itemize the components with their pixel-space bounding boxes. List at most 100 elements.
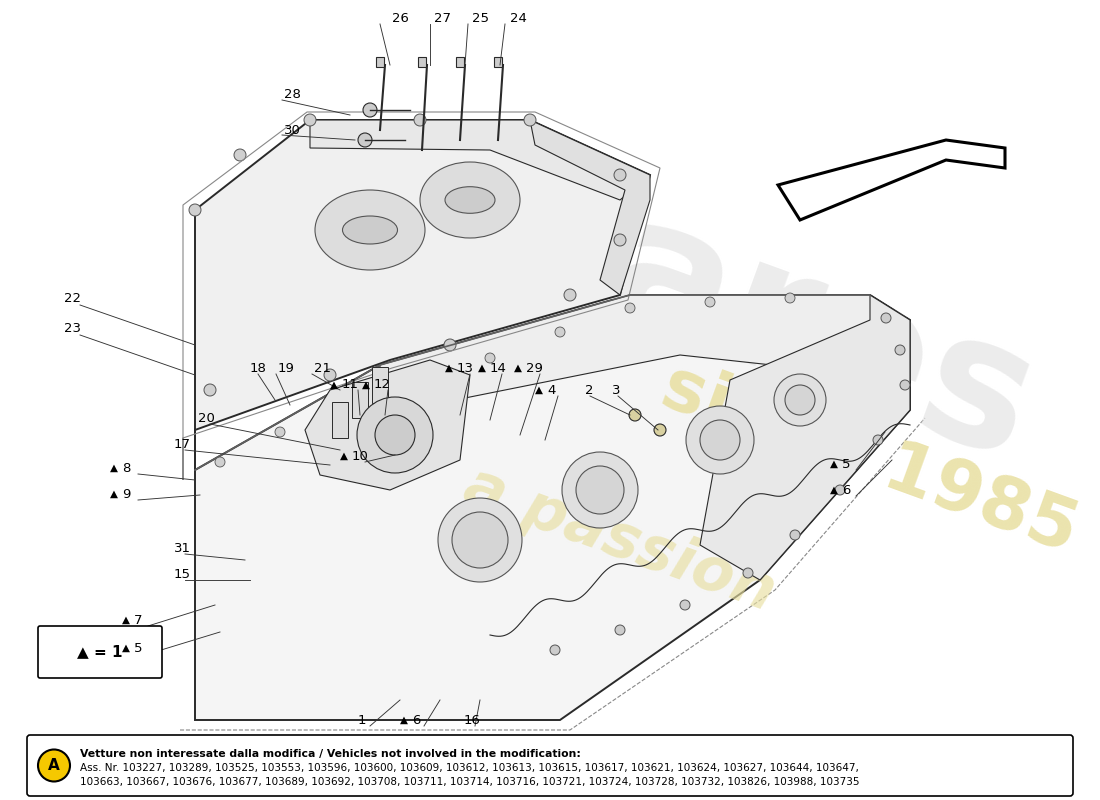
Text: ▲: ▲ bbox=[535, 385, 543, 395]
Bar bbox=[352, 382, 368, 418]
Bar bbox=[418, 57, 426, 67]
Ellipse shape bbox=[446, 186, 495, 214]
Text: ▲: ▲ bbox=[830, 485, 838, 495]
Circle shape bbox=[485, 353, 495, 363]
Text: 5: 5 bbox=[134, 642, 143, 654]
Circle shape bbox=[375, 415, 415, 455]
Circle shape bbox=[304, 114, 316, 126]
Bar bbox=[332, 402, 348, 438]
Text: a passion: a passion bbox=[456, 457, 783, 623]
Circle shape bbox=[189, 204, 201, 216]
Circle shape bbox=[576, 466, 624, 514]
Text: ▲: ▲ bbox=[400, 715, 408, 725]
Circle shape bbox=[358, 397, 433, 473]
Circle shape bbox=[742, 568, 754, 578]
Text: ▲: ▲ bbox=[340, 451, 348, 461]
Polygon shape bbox=[195, 295, 910, 720]
Text: 9: 9 bbox=[122, 487, 131, 501]
Circle shape bbox=[900, 380, 910, 390]
Text: ▲: ▲ bbox=[330, 380, 338, 390]
Text: 23: 23 bbox=[64, 322, 81, 334]
Text: 10: 10 bbox=[352, 450, 368, 462]
Text: 11: 11 bbox=[342, 378, 359, 391]
Circle shape bbox=[550, 645, 560, 655]
Text: 3: 3 bbox=[612, 383, 620, 397]
Bar bbox=[376, 57, 384, 67]
Text: 19: 19 bbox=[278, 362, 295, 374]
Polygon shape bbox=[310, 120, 650, 200]
Circle shape bbox=[705, 297, 715, 307]
FancyBboxPatch shape bbox=[39, 626, 162, 678]
Circle shape bbox=[790, 530, 800, 540]
Circle shape bbox=[873, 435, 883, 445]
Circle shape bbox=[234, 149, 246, 161]
Text: 27: 27 bbox=[434, 11, 451, 25]
Text: 8: 8 bbox=[122, 462, 131, 474]
Circle shape bbox=[345, 395, 355, 405]
Circle shape bbox=[452, 512, 508, 568]
Circle shape bbox=[414, 114, 426, 126]
Circle shape bbox=[680, 600, 690, 610]
Text: ▲: ▲ bbox=[362, 380, 370, 390]
Circle shape bbox=[204, 384, 216, 396]
Bar bbox=[494, 57, 502, 67]
Circle shape bbox=[785, 385, 815, 415]
Circle shape bbox=[562, 452, 638, 528]
Bar bbox=[456, 57, 464, 67]
Text: 2: 2 bbox=[585, 383, 594, 397]
Circle shape bbox=[214, 457, 225, 467]
Text: since 1985: since 1985 bbox=[652, 353, 1088, 567]
Text: 13: 13 bbox=[456, 362, 474, 374]
Text: 15: 15 bbox=[174, 567, 191, 581]
Circle shape bbox=[614, 169, 626, 181]
Ellipse shape bbox=[342, 216, 397, 244]
Text: 18: 18 bbox=[250, 362, 267, 374]
Circle shape bbox=[881, 313, 891, 323]
Circle shape bbox=[700, 420, 740, 460]
Circle shape bbox=[686, 406, 754, 474]
Text: 30: 30 bbox=[284, 123, 301, 137]
Circle shape bbox=[524, 114, 536, 126]
Text: 28: 28 bbox=[284, 89, 301, 102]
Text: 22: 22 bbox=[64, 291, 81, 305]
Circle shape bbox=[438, 498, 522, 582]
Text: ▲: ▲ bbox=[478, 363, 486, 373]
Circle shape bbox=[654, 424, 666, 436]
Circle shape bbox=[415, 373, 425, 383]
Text: 17: 17 bbox=[174, 438, 191, 450]
Text: ares: ares bbox=[583, 182, 1057, 498]
Polygon shape bbox=[379, 295, 910, 405]
Text: ▲: ▲ bbox=[446, 363, 453, 373]
Circle shape bbox=[785, 293, 795, 303]
Text: 26: 26 bbox=[392, 11, 409, 25]
Circle shape bbox=[556, 327, 565, 337]
Text: 7: 7 bbox=[134, 614, 143, 626]
Circle shape bbox=[275, 427, 285, 437]
Text: ▲: ▲ bbox=[122, 615, 130, 625]
Polygon shape bbox=[778, 140, 1005, 220]
Polygon shape bbox=[305, 360, 470, 490]
Bar bbox=[372, 367, 388, 403]
Polygon shape bbox=[530, 120, 650, 295]
Text: 29: 29 bbox=[526, 362, 543, 374]
Text: 4: 4 bbox=[547, 383, 556, 397]
Text: Ass. Nr. 103227, 103289, 103525, 103553, 103596, 103600, 103609, 103612, 103613,: Ass. Nr. 103227, 103289, 103525, 103553,… bbox=[80, 763, 859, 787]
Polygon shape bbox=[700, 295, 910, 580]
Text: 31: 31 bbox=[174, 542, 191, 554]
Text: Vetture non interessate dalla modifica / Vehicles not involved in the modificati: Vetture non interessate dalla modifica /… bbox=[80, 749, 581, 759]
Ellipse shape bbox=[420, 162, 520, 238]
Text: 16: 16 bbox=[464, 714, 481, 726]
Text: ▲: ▲ bbox=[514, 363, 522, 373]
Circle shape bbox=[564, 289, 576, 301]
Circle shape bbox=[895, 345, 905, 355]
Circle shape bbox=[614, 234, 626, 246]
Circle shape bbox=[324, 369, 336, 381]
Circle shape bbox=[835, 485, 845, 495]
Text: 21: 21 bbox=[314, 362, 331, 374]
Text: ▲: ▲ bbox=[110, 489, 118, 499]
Text: 12: 12 bbox=[374, 378, 390, 391]
Polygon shape bbox=[195, 120, 650, 470]
Text: A: A bbox=[48, 758, 59, 773]
Circle shape bbox=[39, 750, 70, 782]
Circle shape bbox=[625, 303, 635, 313]
